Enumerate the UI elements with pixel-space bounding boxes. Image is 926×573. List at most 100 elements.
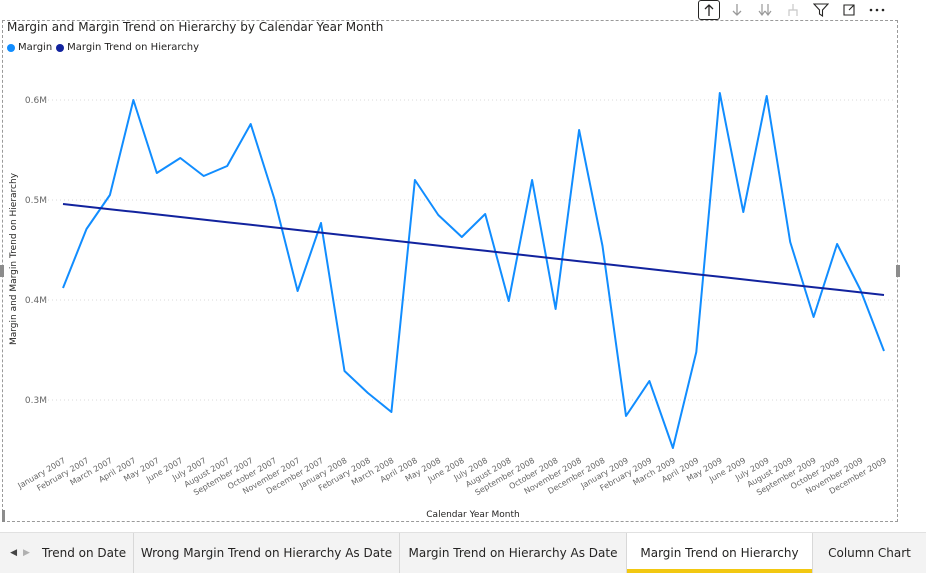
data-point-margin-trend [623, 264, 628, 269]
tab-wrong-margin-trend-on-hierarchy-as-date[interactable]: Wrong Margin Trend on Hierarchy As Date [134, 533, 400, 573]
data-point-margin-trend [365, 235, 370, 240]
tab-trend-on-date[interactable]: Trend on Date [40, 533, 134, 573]
data-point-margin-trend [553, 256, 558, 261]
data-point-margin [835, 242, 840, 247]
data-point-margin [107, 193, 112, 198]
data-point-margin-trend [506, 251, 511, 256]
data-point-margin-trend [436, 243, 441, 248]
legend-dot-margin [7, 43, 15, 52]
data-point-margin-trend [670, 269, 675, 274]
series-line-margin-trend [62, 203, 885, 296]
x-axis-title: Calendar Year Month [426, 510, 519, 520]
data-point-margin-trend [459, 246, 464, 251]
tab-margin-trend-on-hierarchy[interactable]: Margin Trend on Hierarchy [627, 533, 813, 573]
tab-next-icon[interactable]: ▶ [23, 548, 30, 558]
tab-label: Wrong Margin Trend on Hierarchy As Date [140, 546, 393, 560]
data-point-margin [483, 212, 488, 217]
data-point-margin-trend [107, 207, 112, 212]
data-point-margin-trend [530, 254, 535, 259]
data-point-margin-trend [764, 280, 769, 285]
data-point-margin-trend [483, 248, 488, 253]
tab-label: Trend on Date [42, 546, 127, 560]
legend-label-margin: Margin [18, 42, 53, 53]
more-options-icon[interactable] [866, 0, 888, 20]
y-axis-title: Margin and Margin Trend on Hierarchy [9, 172, 19, 345]
drill-up-icon[interactable] [698, 0, 720, 20]
data-point-margin [741, 210, 746, 215]
data-point-margin-trend [412, 241, 417, 246]
data-point-margin-trend [61, 202, 66, 207]
tab-label: Margin Trend on Hierarchy As Date [408, 546, 618, 560]
data-point-margin [295, 289, 300, 294]
expand-next-level-icon[interactable] [782, 0, 804, 20]
legend-dot-trend [56, 43, 65, 52]
y-tick-label: 0.5M [25, 196, 47, 206]
data-point-margin [530, 178, 535, 183]
data-point-margin-trend [319, 230, 324, 235]
data-point-margin [225, 164, 230, 169]
chart-legend: Margin Margin Trend on Hierarchy [7, 42, 203, 53]
data-point-margin-trend [717, 274, 722, 279]
data-point-margin [717, 91, 722, 96]
data-point-margin [436, 213, 441, 218]
data-point-margin-trend [389, 238, 394, 243]
data-point-margin [412, 178, 417, 183]
data-point-margin [365, 391, 370, 396]
data-point-margin [342, 369, 347, 374]
data-point-margin-trend [295, 228, 300, 233]
data-point-margin [882, 349, 887, 354]
data-point-margin-trend [647, 267, 652, 272]
series-line-margin [62, 92, 885, 449]
data-point-margin-trend [788, 282, 793, 287]
data-point-margin-trend [577, 259, 582, 264]
data-point-margin-trend [811, 285, 816, 290]
data-point-margin-trend [600, 261, 605, 266]
resize-handle-left[interactable] [0, 265, 4, 277]
tab-label: Margin Trend on Hierarchy [640, 546, 799, 560]
data-point-margin-trend [858, 290, 863, 295]
data-point-margin-trend [225, 220, 230, 225]
tab-margin-trend-on-hierarchy-as-date[interactable]: Margin Trend on Hierarchy As Date [400, 533, 627, 573]
legend-item-margin[interactable]: Margin [7, 42, 52, 53]
resize-handle-right[interactable] [896, 265, 900, 277]
data-point-margin [84, 227, 89, 232]
expand-all-down-icon[interactable] [754, 0, 776, 20]
data-point-margin [319, 221, 324, 226]
y-tick-label: 0.3M [25, 396, 47, 406]
data-point-margin [694, 350, 699, 355]
data-point-margin [61, 286, 66, 291]
data-point-margin-trend [154, 212, 159, 217]
data-point-margin-trend [741, 277, 746, 282]
data-point-margin [272, 196, 277, 201]
data-point-margin-trend [201, 217, 206, 222]
visual-header-toolbar [698, 0, 894, 20]
tab-prev-icon[interactable]: ◀ [10, 548, 17, 558]
focus-mode-icon[interactable] [838, 0, 860, 20]
drill-down-icon[interactable] [726, 0, 748, 20]
data-point-margin [131, 98, 136, 103]
data-point-margin-trend [178, 215, 183, 220]
data-point-margin-trend [131, 209, 136, 214]
data-point-margin [154, 171, 159, 176]
filter-icon[interactable] [810, 0, 832, 20]
legend-label-trend: Margin Trend on Hierarchy [67, 42, 200, 53]
data-point-margin [248, 122, 253, 127]
chart-title: Margin and Margin Trend on Hierarchy by … [7, 20, 384, 34]
y-tick-label: 0.6M [25, 96, 47, 106]
data-point-margin-trend [694, 272, 699, 277]
data-point-margin [178, 156, 183, 161]
data-point-margin [647, 379, 652, 384]
data-point-margin [623, 414, 628, 419]
page-tab-bar: ◀ ▶ Trend on Date Wrong Margin Trend on … [0, 532, 926, 573]
data-point-margin [577, 128, 582, 133]
data-point-margin [600, 244, 605, 249]
tab-column-chart[interactable]: Column Chart [813, 533, 926, 573]
data-point-margin-trend [835, 287, 840, 292]
data-point-margin [788, 240, 793, 245]
legend-item-trend[interactable]: Margin Trend on Hierarchy [56, 42, 199, 53]
resize-handle-bottom-left[interactable] [2, 510, 5, 522]
data-point-margin [389, 410, 394, 415]
data-point-margin-trend [882, 293, 887, 298]
data-point-margin [201, 174, 206, 179]
